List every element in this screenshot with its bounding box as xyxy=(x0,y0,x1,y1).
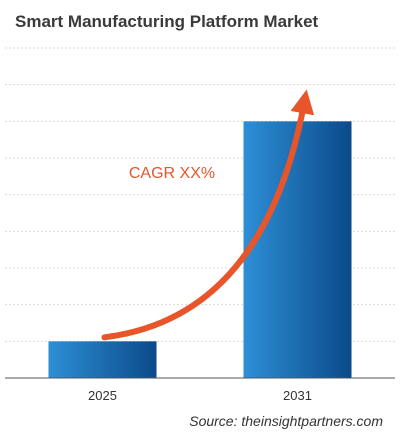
cagr-annotation: CAGR XX% xyxy=(129,165,215,182)
x-tick-labels: 2025 2031 xyxy=(88,388,312,403)
source-note: Source: theinsightpartners.com xyxy=(189,413,383,429)
bar-2031 xyxy=(243,121,352,378)
x-tick-label: 2025 xyxy=(88,388,117,403)
x-tick-label: 2031 xyxy=(283,388,312,403)
bar-2025 xyxy=(48,341,157,378)
cagr-arrow xyxy=(101,89,315,341)
bars xyxy=(48,121,352,378)
chart-title: Smart Manufacturing Platform Market xyxy=(15,12,319,31)
